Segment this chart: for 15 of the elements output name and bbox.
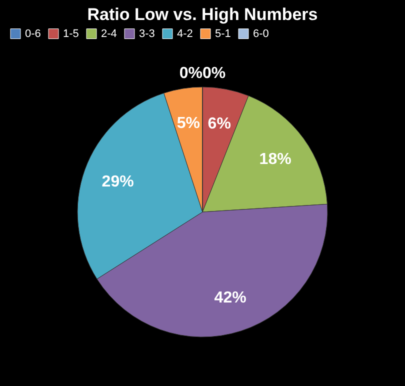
legend-label: 0-6 — [25, 28, 41, 40]
text: 0% — [202, 65, 226, 82]
data-label: 29% — [102, 174, 134, 191]
legend-label: 4-2 — [177, 28, 193, 40]
chart-title: Ratio Low vs. High Numbers — [87, 5, 318, 24]
data-label: 5% — [176, 115, 200, 132]
legend-label: 5-1 — [215, 28, 231, 40]
data-label: 6% — [208, 116, 231, 133]
legend-label: 3-3 — [139, 28, 155, 40]
legend-label: 6-0 — [253, 28, 269, 40]
legend-label: 2-4 — [101, 28, 117, 40]
legend-label: 1-5 — [63, 28, 79, 40]
text: 0% — [179, 65, 202, 82]
data-label: 42% — [214, 290, 246, 307]
data-label: 18% — [259, 151, 292, 168]
